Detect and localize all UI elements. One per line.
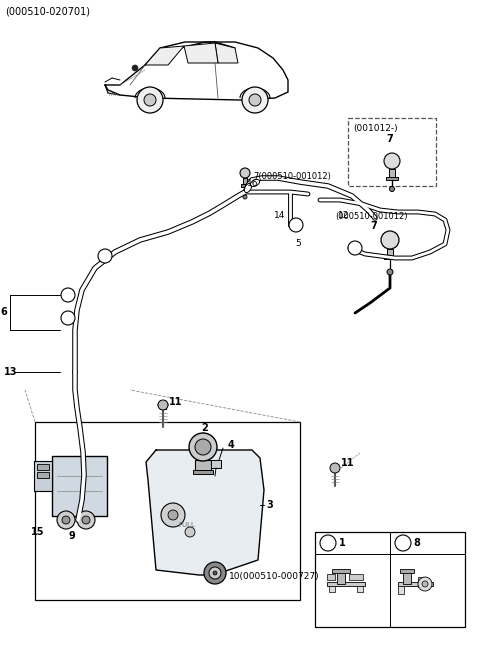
Text: 6: 6 <box>0 307 7 317</box>
Bar <box>398 586 404 594</box>
Circle shape <box>144 94 156 106</box>
Text: b: b <box>102 252 108 261</box>
Bar <box>389 169 395 179</box>
Circle shape <box>249 94 261 106</box>
Circle shape <box>213 571 217 575</box>
Bar <box>332 569 350 573</box>
Text: (000510-001012): (000510-001012) <box>335 212 408 221</box>
Text: a: a <box>65 291 71 299</box>
Text: 15: 15 <box>31 527 45 537</box>
Text: 14: 14 <box>274 210 286 219</box>
Circle shape <box>395 535 411 551</box>
Text: (001012-): (001012-) <box>353 124 397 134</box>
Text: 9: 9 <box>69 531 75 541</box>
Text: 5: 5 <box>295 238 301 248</box>
Text: 10(000510-000727): 10(000510-000727) <box>229 572 320 582</box>
Ellipse shape <box>244 183 252 193</box>
Bar <box>243 178 247 185</box>
Circle shape <box>243 195 247 199</box>
Circle shape <box>384 153 400 169</box>
Circle shape <box>209 567 221 579</box>
Text: (000510-020701): (000510-020701) <box>5 7 90 17</box>
Text: 11: 11 <box>169 397 182 407</box>
Bar <box>241 184 249 187</box>
Bar <box>400 569 414 573</box>
Circle shape <box>289 218 303 232</box>
Polygon shape <box>184 43 218 63</box>
Circle shape <box>422 581 428 587</box>
Text: 4: 4 <box>228 440 235 450</box>
Text: 3: 3 <box>266 500 273 510</box>
Circle shape <box>61 288 75 302</box>
Bar <box>315 532 465 627</box>
Circle shape <box>195 439 211 455</box>
Circle shape <box>189 433 217 461</box>
Text: 16: 16 <box>247 179 259 187</box>
Bar <box>387 249 393 258</box>
Bar <box>348 118 436 186</box>
Text: 7(000510-001012): 7(000510-001012) <box>253 172 331 181</box>
Bar <box>386 177 398 180</box>
Circle shape <box>348 241 362 255</box>
Text: b: b <box>352 244 358 252</box>
Bar <box>37 464 49 470</box>
Bar <box>193 470 213 474</box>
Circle shape <box>330 463 340 473</box>
Circle shape <box>168 510 178 520</box>
Circle shape <box>381 231 399 249</box>
Text: 7: 7 <box>386 134 393 144</box>
Circle shape <box>389 187 395 191</box>
Text: 11: 11 <box>341 458 355 468</box>
Polygon shape <box>146 450 264 575</box>
Text: FULL: FULL <box>178 522 195 528</box>
Circle shape <box>61 311 75 325</box>
Circle shape <box>240 168 250 178</box>
Text: 2: 2 <box>202 423 208 433</box>
Bar <box>52 456 107 516</box>
Polygon shape <box>215 43 238 63</box>
Bar <box>329 586 335 592</box>
Bar <box>211 460 221 468</box>
Text: b: b <box>400 538 406 548</box>
Circle shape <box>77 511 95 529</box>
Circle shape <box>98 249 112 263</box>
Bar <box>327 574 335 580</box>
Circle shape <box>387 269 393 275</box>
Circle shape <box>137 87 163 113</box>
Circle shape <box>242 87 268 113</box>
Circle shape <box>158 400 168 410</box>
Bar <box>398 582 433 586</box>
Circle shape <box>320 535 336 551</box>
Circle shape <box>418 577 432 591</box>
Text: 8: 8 <box>414 538 420 548</box>
Circle shape <box>62 516 70 524</box>
Bar <box>384 256 396 259</box>
Text: 1: 1 <box>338 538 346 548</box>
Circle shape <box>57 511 75 529</box>
Text: 13: 13 <box>4 367 17 377</box>
Bar <box>418 577 426 587</box>
Text: a: a <box>325 538 331 548</box>
Bar <box>337 572 345 584</box>
Bar <box>37 472 49 478</box>
Polygon shape <box>145 46 184 65</box>
Circle shape <box>132 65 138 71</box>
Text: a: a <box>65 314 71 322</box>
Circle shape <box>204 562 226 584</box>
Circle shape <box>82 516 90 524</box>
Bar <box>327 582 365 586</box>
Text: b: b <box>293 221 299 229</box>
Bar <box>34 461 52 491</box>
Circle shape <box>185 527 195 537</box>
Text: 12: 12 <box>338 210 349 219</box>
Bar <box>35 422 300 600</box>
Bar <box>403 572 411 584</box>
Ellipse shape <box>251 179 260 187</box>
Bar <box>195 460 211 472</box>
Text: 7: 7 <box>370 221 377 231</box>
Bar <box>357 586 363 592</box>
Bar <box>349 574 363 580</box>
Circle shape <box>161 503 185 527</box>
